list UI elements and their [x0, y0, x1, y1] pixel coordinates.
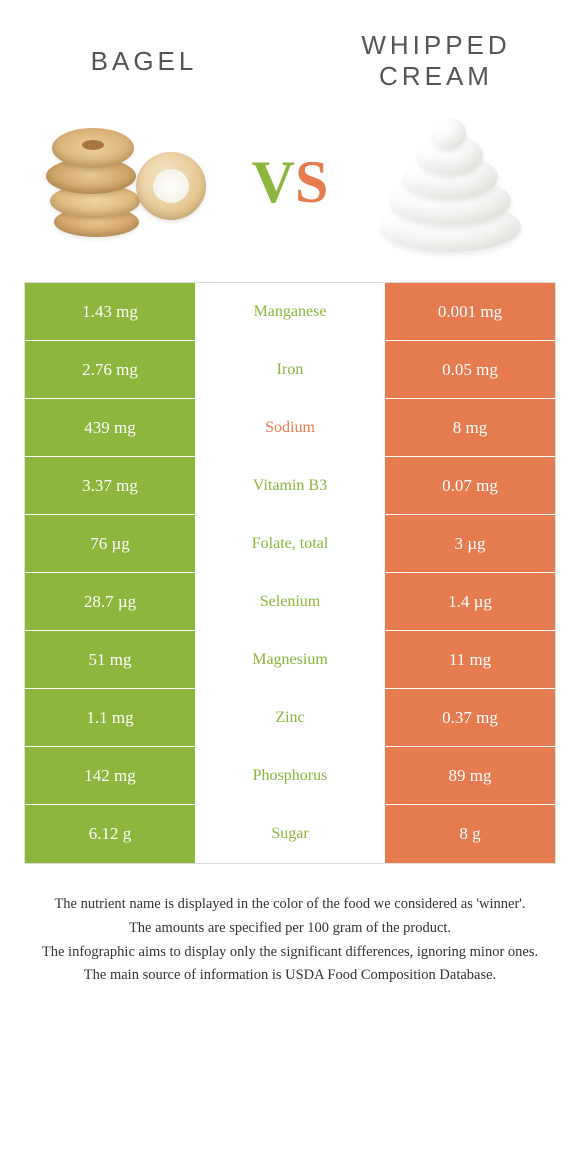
nutrient-value-left: 51 mg — [25, 631, 195, 688]
nutrient-row: 28.7 µgSelenium1.4 µg — [25, 573, 555, 631]
nutrient-value-right: 8 mg — [385, 399, 555, 456]
vs-s: S — [295, 149, 328, 215]
nutrient-value-right: 11 mg — [385, 631, 555, 688]
nutrient-row: 2.76 mgIron0.05 mg — [25, 341, 555, 399]
nutrient-label: Manganese — [195, 283, 385, 340]
nutrient-label: Phosphorus — [195, 747, 385, 804]
nutrient-row: 1.43 mgManganese0.001 mg — [25, 283, 555, 341]
nutrient-row: 51 mgMagnesium11 mg — [25, 631, 555, 689]
footer-line: The main source of information is USDA F… — [34, 965, 546, 987]
nutrient-value-left: 439 mg — [25, 399, 195, 456]
nutrient-value-left: 2.76 mg — [25, 341, 195, 398]
nutrient-value-left: 28.7 µg — [25, 573, 195, 630]
nutrient-table: 1.43 mgManganese0.001 mg2.76 mgIron0.05 … — [24, 282, 556, 864]
food-title-left: Bagel — [54, 46, 234, 77]
nutrient-value-right: 3 µg — [385, 515, 555, 572]
nutrient-row: 142 mgPhosphorus89 mg — [25, 747, 555, 805]
nutrient-value-left: 142 mg — [25, 747, 195, 804]
nutrient-value-left: 3.37 mg — [25, 457, 195, 514]
footer-line: The nutrient name is displayed in the co… — [34, 894, 546, 916]
food-title-right: Whipped cream — [346, 30, 526, 92]
nutrient-label: Vitamin B3 — [195, 457, 385, 514]
nutrient-row: 3.37 mgVitamin B30.07 mg — [25, 457, 555, 515]
footer-line: The amounts are specified per 100 gram o… — [34, 918, 546, 940]
nutrient-value-right: 8 g — [385, 805, 555, 863]
nutrient-value-right: 0.07 mg — [385, 457, 555, 514]
header: Bagel Whipped cream — [24, 20, 556, 112]
nutrient-label: Selenium — [195, 573, 385, 630]
nutrient-value-left: 1.43 mg — [25, 283, 195, 340]
nutrient-value-left: 76 µg — [25, 515, 195, 572]
footer-notes: The nutrient name is displayed in the co… — [24, 864, 556, 987]
vs-v: V — [252, 149, 295, 215]
nutrient-value-right: 0.05 mg — [385, 341, 555, 398]
nutrient-label: Magnesium — [195, 631, 385, 688]
whipped-cream-image — [366, 112, 536, 252]
nutrient-label: Folate, total — [195, 515, 385, 572]
nutrient-value-left: 6.12 g — [25, 805, 195, 863]
nutrient-value-right: 1.4 µg — [385, 573, 555, 630]
nutrient-label: Zinc — [195, 689, 385, 746]
nutrient-row: 6.12 gSugar8 g — [25, 805, 555, 863]
nutrient-value-right: 0.37 mg — [385, 689, 555, 746]
vs-label: VS — [252, 148, 329, 217]
nutrient-row: 76 µgFolate, total3 µg — [25, 515, 555, 573]
nutrient-label: Iron — [195, 341, 385, 398]
nutrient-row: 1.1 mgZinc0.37 mg — [25, 689, 555, 747]
nutrient-label: Sugar — [195, 805, 385, 863]
nutrient-label: Sodium — [195, 399, 385, 456]
infographic-container: Bagel Whipped cream VS — [0, 0, 580, 1009]
nutrient-value-right: 89 mg — [385, 747, 555, 804]
footer-line: The infographic aims to display only the… — [34, 942, 546, 964]
nutrient-value-left: 1.1 mg — [25, 689, 195, 746]
nutrient-row: 439 mgSodium8 mg — [25, 399, 555, 457]
nutrient-value-right: 0.001 mg — [385, 283, 555, 340]
images-row: VS — [24, 112, 556, 282]
bagel-image — [44, 112, 214, 252]
